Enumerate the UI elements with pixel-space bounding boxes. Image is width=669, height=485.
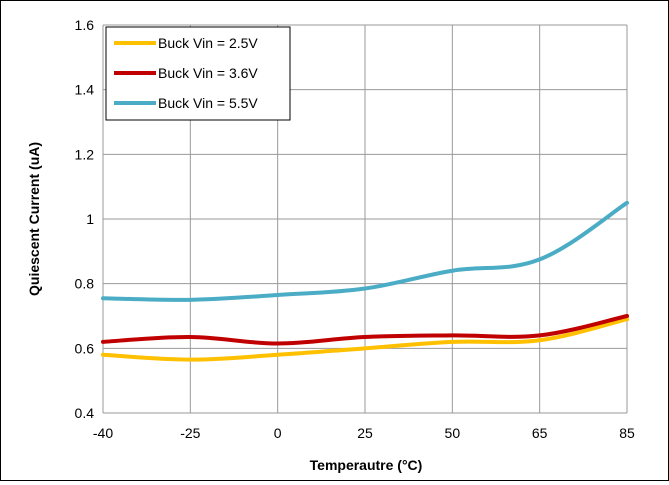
series-line-1 [101,317,629,362]
y-tick-label: 0.8 [75,276,95,292]
x-tick-label: 85 [619,425,635,441]
x-tick-label: -25 [180,425,200,441]
series-layer [101,200,629,362]
series-line-3 [101,200,629,302]
y-tick-label: 1.2 [75,146,95,162]
x-tick-label: 25 [357,425,373,441]
y-tick-label: 1 [86,211,94,227]
x-tick-label: 0 [274,425,282,441]
x-tick-label: -40 [93,425,113,441]
legend: Buck Vin = 2.5V Buck Vin = 3.6V Buck Vin =… [105,26,291,121]
legend-label: Buck Vin = 3.6V [158,65,258,81]
ticks-layer: 0.4 0.6 0.8 1 1.2 1.4 1.6 -40 -25 0 25 50 65 85 [75,17,635,441]
y-tick-label: 1.4 [75,82,95,98]
x-tick-label: 65 [532,425,548,441]
x-axis-title: Temperautre (°C) [310,457,423,473]
y-tick-label: 0.4 [75,405,95,421]
series-line-2 [101,314,629,346]
x-tick-label: 50 [445,425,461,441]
legend-items: Buck Vin = 2.5V Buck Vin = 3.6V Buck Vin =… [114,35,258,111]
y-tick-label: 0.6 [75,340,95,356]
legend-label: Buck Vin = 5.5V [158,95,258,111]
y-axis-title: Quiescent Current (uA) [26,142,42,296]
legend-label: Buck Vin = 2.5V [158,35,258,51]
y-tick-label: 1.6 [75,17,95,33]
